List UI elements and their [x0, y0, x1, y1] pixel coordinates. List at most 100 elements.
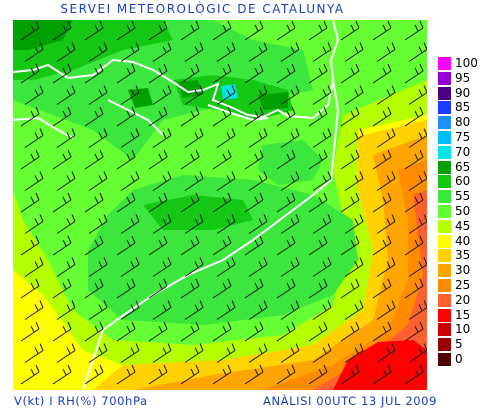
legend-label: 25: [455, 277, 471, 292]
wind-barb: [212, 106, 232, 127]
wind-barb: [148, 20, 168, 41]
wind-barb: [56, 42, 76, 62]
wind-barb: [52, 106, 72, 127]
wind-barb: [52, 321, 72, 342]
wind-barb: [152, 42, 172, 62]
wind-barb: [372, 63, 392, 84]
wind-barb: [276, 106, 296, 127]
wind-barb: [216, 343, 236, 363]
legend-swatch: [438, 175, 451, 189]
legend-label: 80: [455, 115, 471, 130]
legend-label: 20: [455, 292, 471, 307]
legend-swatch: [438, 338, 451, 352]
wind-barb: [248, 214, 268, 234]
wind-barb: [88, 85, 108, 105]
wind-barb: [408, 300, 427, 320]
wind-barb: [308, 149, 328, 170]
wind-barb: [216, 257, 236, 277]
wind-barb: [308, 235, 328, 256]
legend-label: 30: [455, 263, 471, 278]
wind-barb: [312, 257, 332, 277]
wind-barb: [120, 214, 140, 234]
field-rh-70: [221, 84, 238, 100]
legend-item: 0: [438, 352, 484, 367]
legend-item: 25: [438, 278, 484, 293]
legend-item: 65: [438, 160, 484, 175]
wind-barb: [404, 63, 424, 84]
wind-barb: [216, 85, 236, 105]
wind-barb: [120, 128, 140, 148]
wind-barb: [180, 278, 200, 299]
wind-barb: [404, 364, 424, 385]
wind-barb: [152, 257, 172, 277]
wind-barb: [344, 128, 364, 148]
wind-barb: [56, 300, 76, 320]
wind-barb: [116, 106, 136, 127]
legend-label: 85: [455, 100, 471, 115]
wind-barb: [88, 42, 108, 62]
wind-barb: [244, 364, 264, 385]
humidity-wind-map: [13, 20, 427, 390]
legend-item: 100: [438, 56, 484, 71]
wind-barb: [180, 106, 200, 127]
wind-barb: [372, 364, 392, 385]
map-title: SERVEI METEOROLÒGIC DE CATALUNYA: [60, 2, 345, 16]
wind-barb: [312, 42, 332, 62]
legend-item: 5: [438, 337, 484, 352]
wind-barb: [56, 171, 76, 191]
wind-barb: [212, 192, 232, 213]
wind-barb: [56, 214, 76, 234]
wind-barb: [20, 149, 40, 170]
wind-barb: [276, 364, 296, 385]
wind-barb: [212, 20, 232, 41]
wind-barb: [276, 63, 296, 84]
legend-label: 90: [455, 85, 471, 100]
wind-barb: [280, 171, 300, 191]
wind-barb: [372, 106, 392, 127]
legend-item: 35: [438, 248, 484, 263]
wind-barb: [244, 106, 264, 127]
wind-barb: [376, 42, 396, 62]
wind-barb: [248, 300, 268, 320]
wind-barb: [152, 343, 172, 363]
legend-item: 75: [438, 130, 484, 145]
wind-barb: [216, 214, 236, 234]
wind-barb: [408, 85, 427, 105]
wind-barb: [52, 149, 72, 170]
wind-barb: [376, 214, 396, 234]
wind-barb: [312, 214, 332, 234]
legend-label: 0: [455, 351, 463, 366]
legend-swatch: [438, 264, 451, 278]
wind-barb: [120, 343, 140, 363]
legend-label: 55: [455, 189, 471, 204]
wind-barb: [216, 300, 236, 320]
wind-barb: [248, 257, 268, 277]
legend-swatch: [438, 323, 451, 337]
wind-barb: [212, 235, 232, 256]
legend-swatch: [438, 190, 451, 204]
wind-barb: [116, 63, 136, 84]
wind-barb: [24, 171, 44, 191]
wind-barb: [20, 63, 40, 84]
wind-barb: [56, 85, 76, 105]
wind-barb: [308, 321, 328, 342]
wind-barb: [88, 214, 108, 234]
legend-item: 80: [438, 115, 484, 130]
wind-barb: [344, 214, 364, 234]
wind-barb: [344, 300, 364, 320]
wind-barb: [148, 364, 168, 385]
wind-barb: [24, 85, 44, 105]
wind-barb: [212, 63, 232, 84]
wind-barb: [84, 364, 104, 385]
wind-barb: [116, 321, 136, 342]
legend-swatch: [438, 116, 451, 130]
wind-barb: [20, 192, 40, 213]
wind-barb: [180, 149, 200, 170]
legend-swatch: [438, 130, 451, 144]
legend-label: 50: [455, 203, 471, 218]
wind-barb: [376, 257, 396, 277]
legend-item: 30: [438, 263, 484, 278]
wind-barb: [404, 321, 424, 342]
wind-barb: [184, 171, 204, 191]
wind-barb: [52, 20, 72, 41]
